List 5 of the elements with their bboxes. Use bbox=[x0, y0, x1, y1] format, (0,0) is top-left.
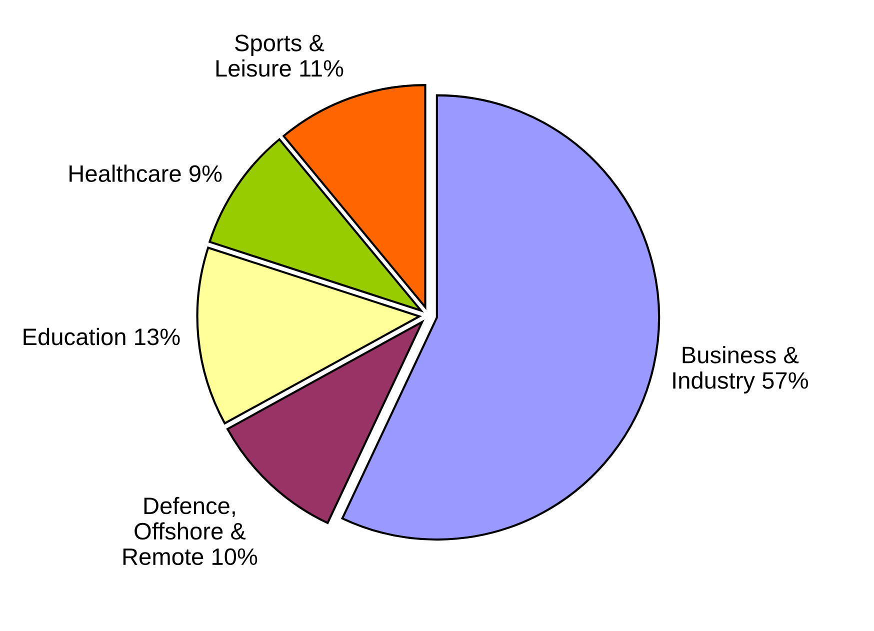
slice-label: Business & Industry 57% bbox=[673, 346, 808, 394]
slice-label: Healthcare 9% bbox=[70, 164, 222, 182]
slice-label: Defence, Offshore & Remote 10% bbox=[123, 496, 258, 566]
slice-label: Sports & Leisure 11% bbox=[216, 34, 344, 77]
slice-label: Education 13% bbox=[24, 328, 180, 346]
